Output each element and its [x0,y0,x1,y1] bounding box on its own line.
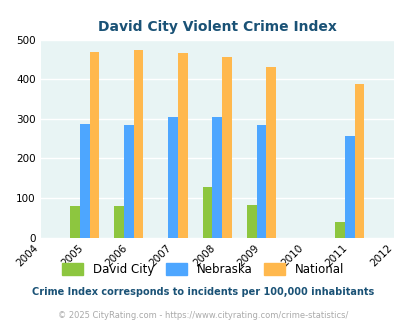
Bar [80,123,90,238]
Bar [70,206,80,238]
Bar [133,50,143,238]
Bar [354,84,363,238]
Title: David City Violent Crime Index: David City Violent Crime Index [98,20,336,34]
Bar [334,222,344,238]
Bar [168,117,177,238]
Text: Crime Index corresponds to incidents per 100,000 inhabitants: Crime Index corresponds to incidents per… [32,287,373,297]
Bar [177,53,187,238]
Text: © 2025 CityRating.com - https://www.cityrating.com/crime-statistics/: © 2025 CityRating.com - https://www.city… [58,311,347,320]
Bar [114,206,124,238]
Bar [246,205,256,238]
Legend: David City, Nebraska, National: David City, Nebraska, National [57,258,348,281]
Bar [212,117,222,238]
Bar [202,187,212,238]
Bar [266,67,275,238]
Bar [222,57,231,238]
Bar [256,125,266,238]
Bar [344,136,354,238]
Bar [90,52,99,238]
Bar [124,125,133,238]
